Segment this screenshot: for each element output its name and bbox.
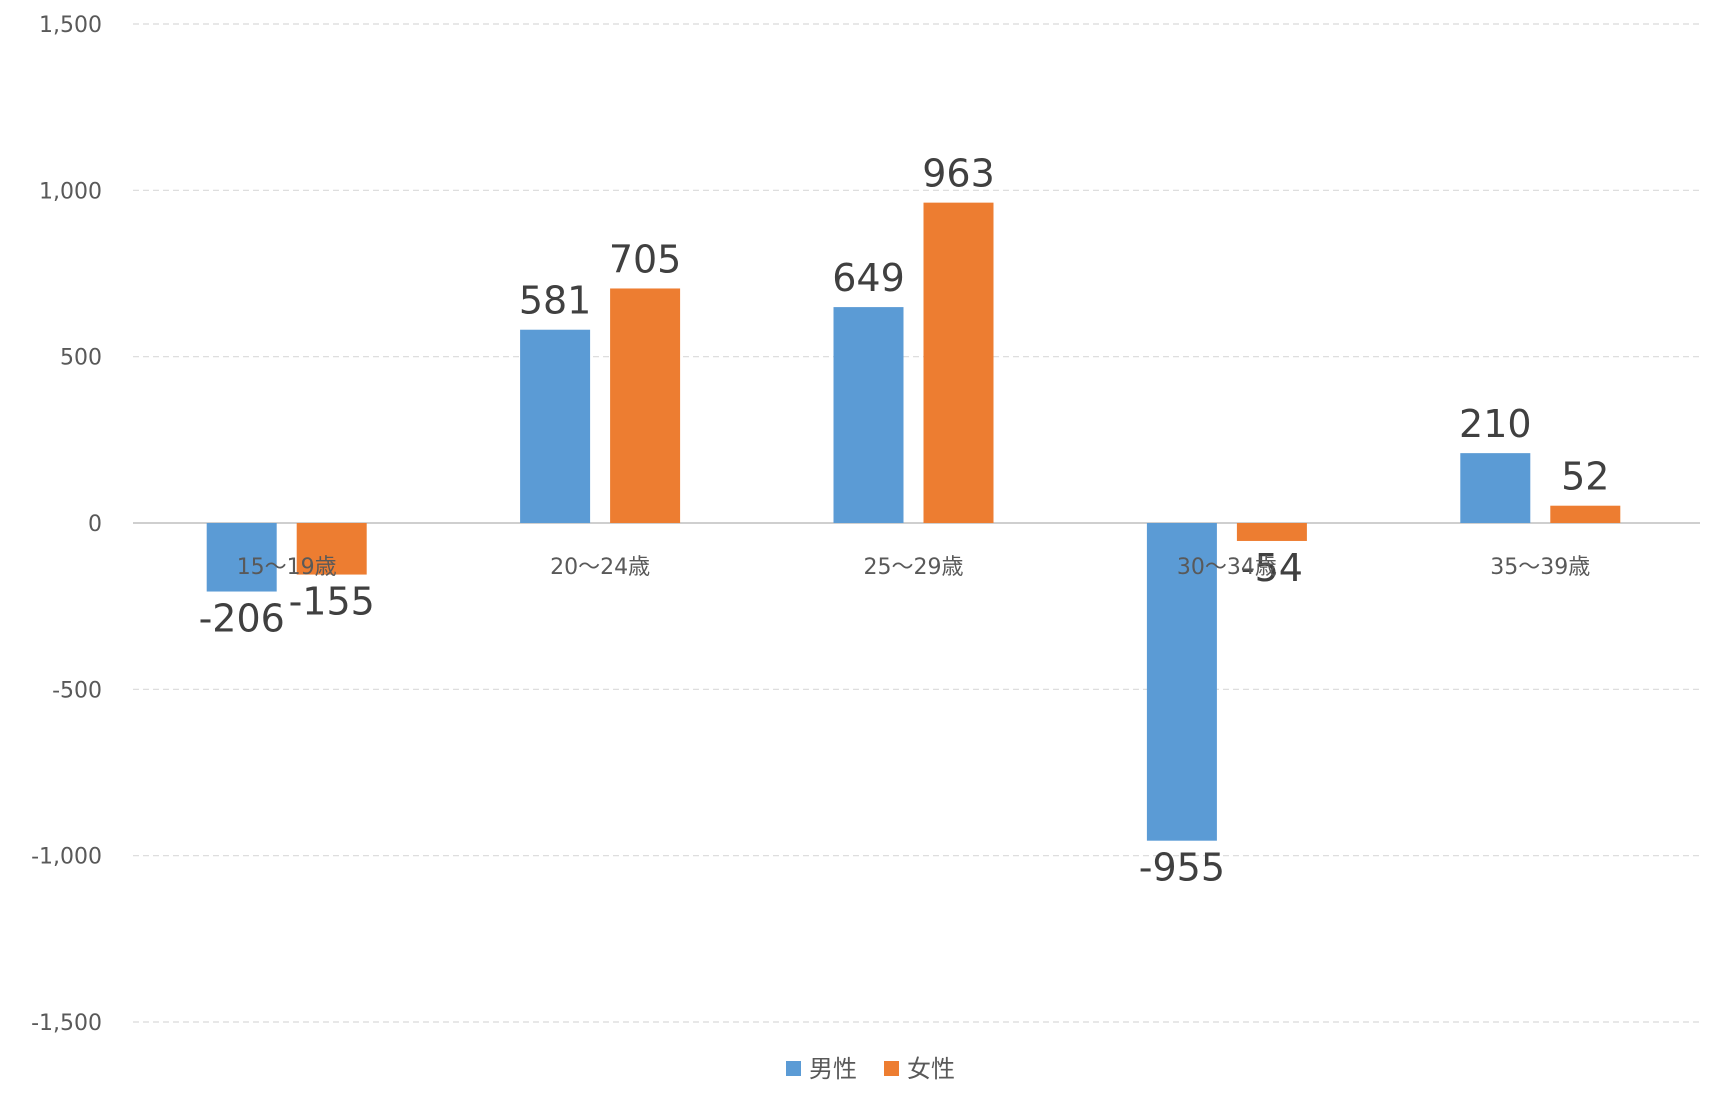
bar-female bbox=[1550, 505, 1621, 523]
y-tick-label: 500 bbox=[60, 346, 102, 371]
data-label: 963 bbox=[922, 152, 995, 196]
data-label: -206 bbox=[199, 597, 285, 641]
data-label: 649 bbox=[832, 256, 905, 300]
data-label: 210 bbox=[1459, 402, 1532, 446]
bar-male bbox=[1146, 523, 1217, 841]
category-label: 15〜19歳 bbox=[237, 555, 337, 580]
legend-item: 男性 bbox=[786, 1055, 857, 1083]
y-tick-label: 0 bbox=[88, 512, 102, 537]
y-tick-label: 1,500 bbox=[39, 13, 102, 38]
bar-female bbox=[610, 288, 681, 523]
bar-male bbox=[520, 329, 591, 523]
bar-female bbox=[1236, 523, 1307, 541]
data-label: -155 bbox=[289, 580, 375, 624]
data-label: -955 bbox=[1139, 846, 1225, 890]
legend-swatch bbox=[786, 1061, 801, 1076]
legend-item: 女性 bbox=[884, 1055, 955, 1083]
y-tick-label: -1,000 bbox=[31, 845, 102, 870]
bar-female bbox=[296, 523, 367, 575]
bar-male bbox=[833, 307, 904, 523]
legend-label: 男性 bbox=[809, 1055, 857, 1083]
category-label: 20〜24歳 bbox=[550, 555, 650, 580]
y-tick-label: -500 bbox=[52, 678, 102, 703]
bar-male bbox=[206, 523, 277, 592]
category-label: 35〜39歳 bbox=[1490, 555, 1590, 580]
category-label: 30〜34歳 bbox=[1177, 555, 1277, 580]
bar-male bbox=[1460, 453, 1531, 523]
y-tick-label: 1,000 bbox=[39, 179, 102, 204]
data-label: 52 bbox=[1561, 455, 1609, 499]
data-label: -54 bbox=[1241, 546, 1303, 590]
y-tick-label: -1,500 bbox=[31, 1011, 102, 1036]
data-label: 705 bbox=[609, 237, 682, 281]
bar-female bbox=[923, 202, 994, 523]
legend-swatch bbox=[884, 1061, 899, 1076]
category-label: 25〜29歳 bbox=[864, 555, 964, 580]
data-label: 581 bbox=[519, 279, 592, 323]
legend-label: 女性 bbox=[907, 1055, 955, 1083]
